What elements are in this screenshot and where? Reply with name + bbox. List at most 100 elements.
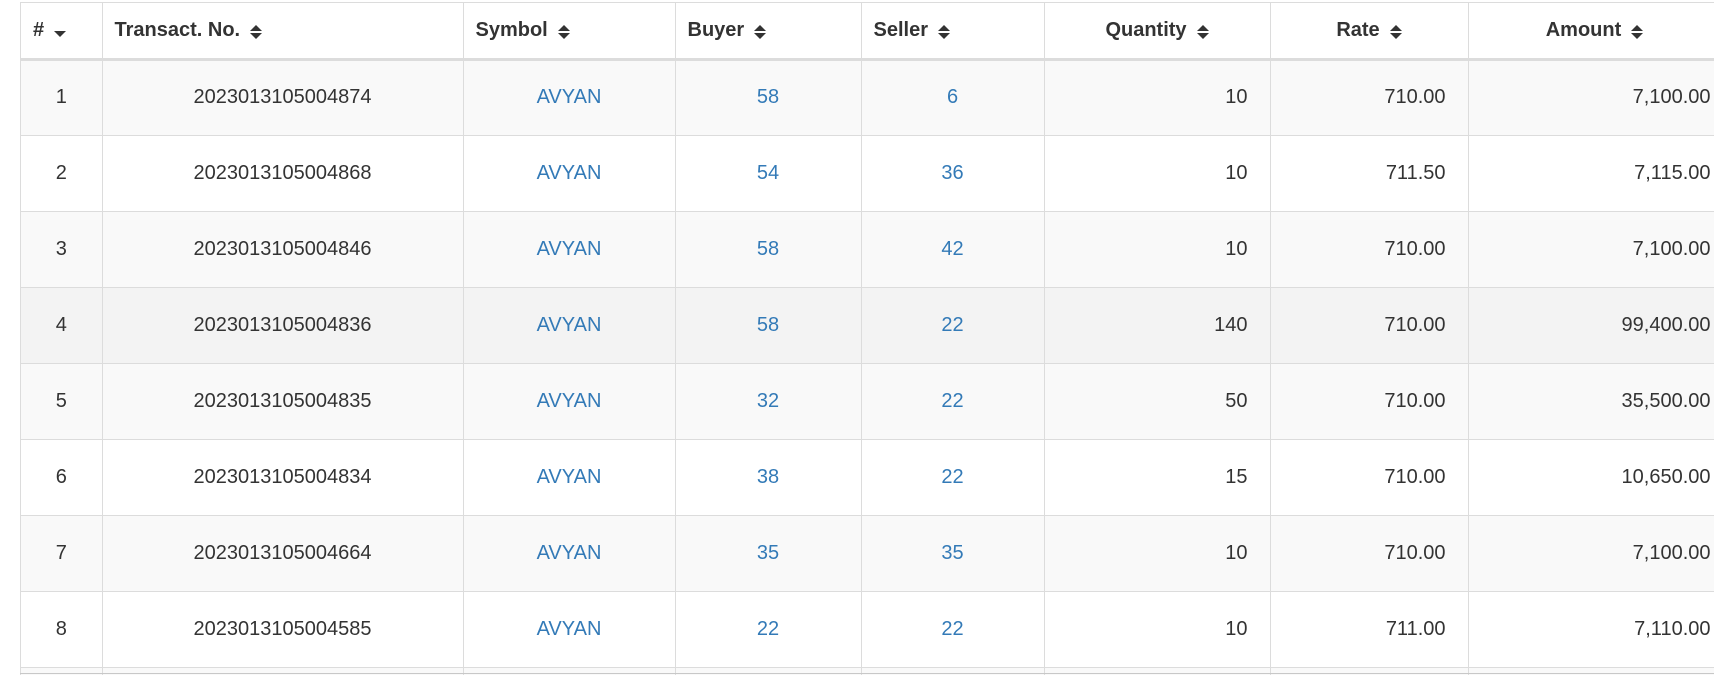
table-row-partial (21, 667, 1714, 675)
serial-cell: 1 (21, 59, 103, 136)
transaction-no-cell: 2023013105004585 (102, 591, 464, 668)
column-header-label: Buyer (687, 18, 745, 41)
serial-cell: 2 (21, 135, 103, 212)
quantity-cell: 50 (1044, 363, 1271, 440)
seller-link[interactable]: 36 (861, 135, 1045, 212)
symbol-link[interactable]: AVYAN (463, 211, 676, 288)
sort-icon[interactable] (754, 24, 767, 39)
bottom-divider (20, 673, 1714, 674)
symbol-link[interactable]: AVYAN (463, 363, 676, 440)
column-header-buyer[interactable]: Buyer (675, 3, 862, 61)
buyer-link[interactable]: 38 (675, 439, 862, 516)
seller-link[interactable]: 42 (861, 211, 1045, 288)
transaction-no-cell: 2023013105004835 (102, 363, 464, 440)
column-header-quantity[interactable]: Quantity (1044, 3, 1271, 61)
symbol-link[interactable]: AVYAN (463, 135, 676, 212)
transaction-no-cell: 2023013105004664 (102, 515, 464, 592)
quantity-cell: 15 (1044, 439, 1271, 516)
transaction-no-cell: 2023013105004846 (102, 211, 464, 288)
serial-cell: 7 (21, 515, 103, 592)
seller-link[interactable]: 22 (861, 287, 1045, 364)
amount-cell: 99,400.00 (1468, 287, 1714, 364)
column-header-rate[interactable]: Rate (1270, 3, 1469, 61)
sort-icon[interactable] (1389, 24, 1402, 39)
rate-cell: 710.00 (1270, 211, 1469, 288)
seller-link[interactable]: 35 (861, 515, 1045, 592)
seller-link[interactable]: 6 (861, 59, 1045, 136)
serial-cell: 4 (21, 287, 103, 364)
amount-cell: 7,100.00 (1468, 211, 1714, 288)
quantity-cell: 10 (1044, 211, 1271, 288)
empty-cell (675, 667, 862, 675)
buyer-link[interactable]: 35 (675, 515, 862, 592)
sort-icon[interactable] (937, 24, 950, 39)
rate-cell: 711.50 (1270, 135, 1469, 212)
amount-cell: 7,100.00 (1468, 515, 1714, 592)
amount-cell: 10,650.00 (1468, 439, 1714, 516)
amount-cell: 7,110.00 (1468, 591, 1714, 668)
empty-cell (1270, 667, 1469, 675)
sort-icon[interactable] (1196, 24, 1209, 39)
empty-cell (1468, 667, 1714, 675)
sort-descending-icon[interactable] (54, 25, 67, 39)
column-header-transaction-no[interactable]: Transact. No. (102, 3, 464, 61)
quantity-cell: 10 (1044, 59, 1271, 136)
column-header-symbol[interactable]: Symbol (463, 3, 676, 61)
quantity-cell: 10 (1044, 591, 1271, 668)
sort-icon[interactable] (250, 24, 263, 39)
buyer-link[interactable]: 22 (675, 591, 862, 668)
quantity-cell: 10 (1044, 135, 1271, 212)
buyer-link[interactable]: 58 (675, 59, 862, 136)
table-row: 7 2023013105004664 AVYAN 35 35 10 710.00… (21, 515, 1714, 592)
rate-cell: 711.00 (1270, 591, 1469, 668)
rate-cell: 710.00 (1270, 363, 1469, 440)
transaction-no-cell: 2023013105004868 (102, 135, 464, 212)
buyer-link[interactable]: 32 (675, 363, 862, 440)
buyer-link[interactable]: 54 (675, 135, 862, 212)
symbol-link[interactable]: AVYAN (463, 515, 676, 592)
table-row: 8 2023013105004585 AVYAN 22 22 10 711.00… (21, 591, 1714, 668)
table-row: 6 2023013105004834 AVYAN 38 22 15 710.00… (21, 439, 1714, 516)
empty-cell (102, 667, 464, 675)
amount-cell: 7,100.00 (1468, 59, 1714, 136)
column-header-label: Transact. No. (114, 18, 241, 41)
sort-icon[interactable] (1631, 24, 1644, 39)
rate-cell: 710.00 (1270, 439, 1469, 516)
column-header-label: Seller (873, 18, 928, 41)
table-row: 5 2023013105004835 AVYAN 32 22 50 710.00… (21, 363, 1714, 440)
amount-cell: 7,115.00 (1468, 135, 1714, 212)
symbol-link[interactable]: AVYAN (463, 287, 676, 364)
buyer-link[interactable]: 58 (675, 211, 862, 288)
column-header-serial[interactable]: # (21, 3, 103, 61)
quantity-cell: 10 (1044, 515, 1271, 592)
seller-link[interactable]: 22 (861, 363, 1045, 440)
seller-link[interactable]: 22 (861, 591, 1045, 668)
sort-icon[interactable] (557, 24, 570, 39)
floorsheet-table-container: # Transact. No. Symbol Buyer Seller Quan… (20, 2, 1714, 675)
column-header-amount[interactable]: Amount (1468, 3, 1714, 61)
serial-cell: 5 (21, 363, 103, 440)
column-header-label: Rate (1336, 18, 1380, 41)
rate-cell: 710.00 (1270, 59, 1469, 136)
rate-cell: 710.00 (1270, 287, 1469, 364)
symbol-link[interactable]: AVYAN (463, 591, 676, 668)
symbol-link[interactable]: AVYAN (463, 59, 676, 136)
empty-cell (1044, 667, 1271, 675)
symbol-link[interactable]: AVYAN (463, 439, 676, 516)
serial-cell: 3 (21, 211, 103, 288)
column-header-seller[interactable]: Seller (861, 3, 1045, 61)
empty-cell (861, 667, 1045, 675)
table-row: 3 2023013105004846 AVYAN 58 42 10 710.00… (21, 211, 1714, 288)
buyer-link[interactable]: 58 (675, 287, 862, 364)
floorsheet-table: # Transact. No. Symbol Buyer Seller Quan… (21, 3, 1714, 675)
seller-link[interactable]: 22 (861, 439, 1045, 516)
column-header-label: Quantity (1105, 18, 1187, 41)
table-row: 4 2023013105004836 AVYAN 58 22 140 710.0… (21, 287, 1714, 364)
serial-cell: 6 (21, 439, 103, 516)
empty-cell (463, 667, 676, 675)
transaction-no-cell: 2023013105004836 (102, 287, 464, 364)
table-header-row: # Transact. No. Symbol Buyer Seller Quan… (21, 3, 1714, 61)
empty-cell (21, 667, 103, 675)
amount-cell: 35,500.00 (1468, 363, 1714, 440)
table-row: 2 2023013105004868 AVYAN 54 36 10 711.50… (21, 135, 1714, 212)
